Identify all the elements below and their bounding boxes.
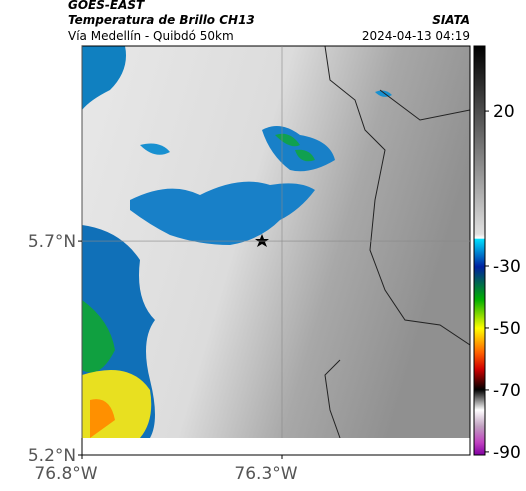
colorbar-tick-label: -50 [493,319,521,339]
colorbar-tick-label: 20 [493,102,515,122]
timestamp: 2024-04-13 04:19 [362,29,470,43]
product: Temperatura de Brillo CH13 [68,13,255,27]
colorbar [473,45,486,456]
y-tick-label: 5.2°N [28,446,76,466]
colorbar-tick-label: -90 [493,443,521,463]
satellite-image [82,46,470,438]
route: Vía Medellín - Quibdó 50km [68,29,234,43]
colorbar-tick-label: -30 [493,257,521,277]
satellite: GOES-EAST [68,0,145,12]
x-tick-label: 76.8°W [34,464,97,484]
colorbar-tick-label: -70 [493,381,521,401]
source: SIATA [432,13,470,27]
y-tick-label: 5.7°N [28,232,76,252]
x-tick-label: 76.3°W [234,464,297,484]
